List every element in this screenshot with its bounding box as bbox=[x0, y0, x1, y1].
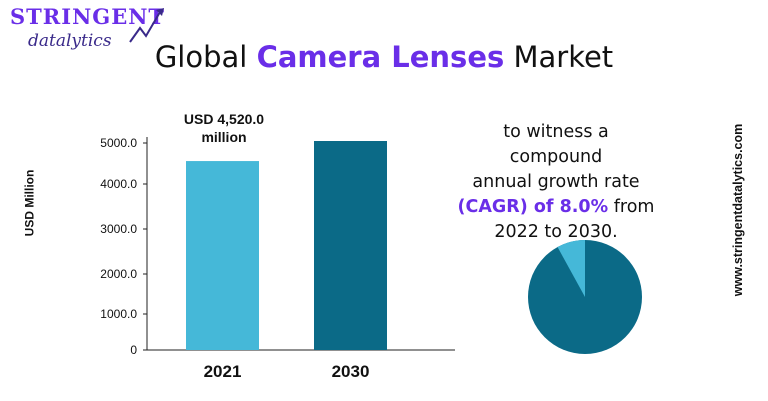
x-tick-label-2021: 2021 bbox=[204, 362, 242, 381]
page-title: Global Camera Lenses Market bbox=[0, 40, 768, 74]
y-tick-label: 5000.0 bbox=[100, 136, 137, 150]
cagr-highlight: (CAGR) of 8.0% bbox=[457, 197, 609, 217]
y-tick-label: 1000.0 bbox=[100, 307, 137, 321]
x-tick-label-2030: 2030 bbox=[332, 362, 370, 381]
stringent-datalytics-logo: STRINGENT datalytics bbox=[10, 4, 165, 51]
title-prefix: Global bbox=[154, 40, 248, 74]
cagr-line-2: annual growth rate bbox=[472, 172, 640, 192]
cagr-line-4: 2022 to 2030. bbox=[494, 222, 618, 242]
bar-2030 bbox=[314, 141, 387, 350]
bar-annotation-unit: million bbox=[201, 129, 247, 145]
bar-annotation-value: USD 4,520.0 bbox=[183, 111, 265, 127]
y-tick-label: 2000.0 bbox=[100, 267, 137, 281]
cagr-after: from bbox=[613, 197, 655, 217]
title-highlight: Camera Lenses bbox=[256, 40, 505, 74]
website-url: www.stringentdatalytics.com bbox=[731, 123, 745, 297]
pie-slice-small bbox=[557, 240, 585, 297]
bar-annotation: USD 4,520.0 million bbox=[168, 110, 280, 146]
bar-2021 bbox=[186, 161, 259, 350]
logo-text-stringent: STRINGENT bbox=[10, 4, 165, 29]
y-tick-label: 0 bbox=[130, 343, 137, 357]
logo-arrow bbox=[129, 11, 161, 43]
cagr-statement: to witness a compound annual growth rate… bbox=[456, 120, 656, 245]
y-tick-label: 3000.0 bbox=[100, 222, 137, 236]
cagr-line-3: (CAGR) of 8.0% from bbox=[456, 195, 656, 220]
logo-text-datalytics: datalytics bbox=[28, 31, 112, 51]
logo-arrow-head bbox=[156, 8, 164, 16]
y-tick-label: 4000.0 bbox=[100, 177, 137, 191]
title-suffix: Market bbox=[513, 40, 614, 74]
cagr-line-1: to witness a compound bbox=[503, 122, 609, 167]
